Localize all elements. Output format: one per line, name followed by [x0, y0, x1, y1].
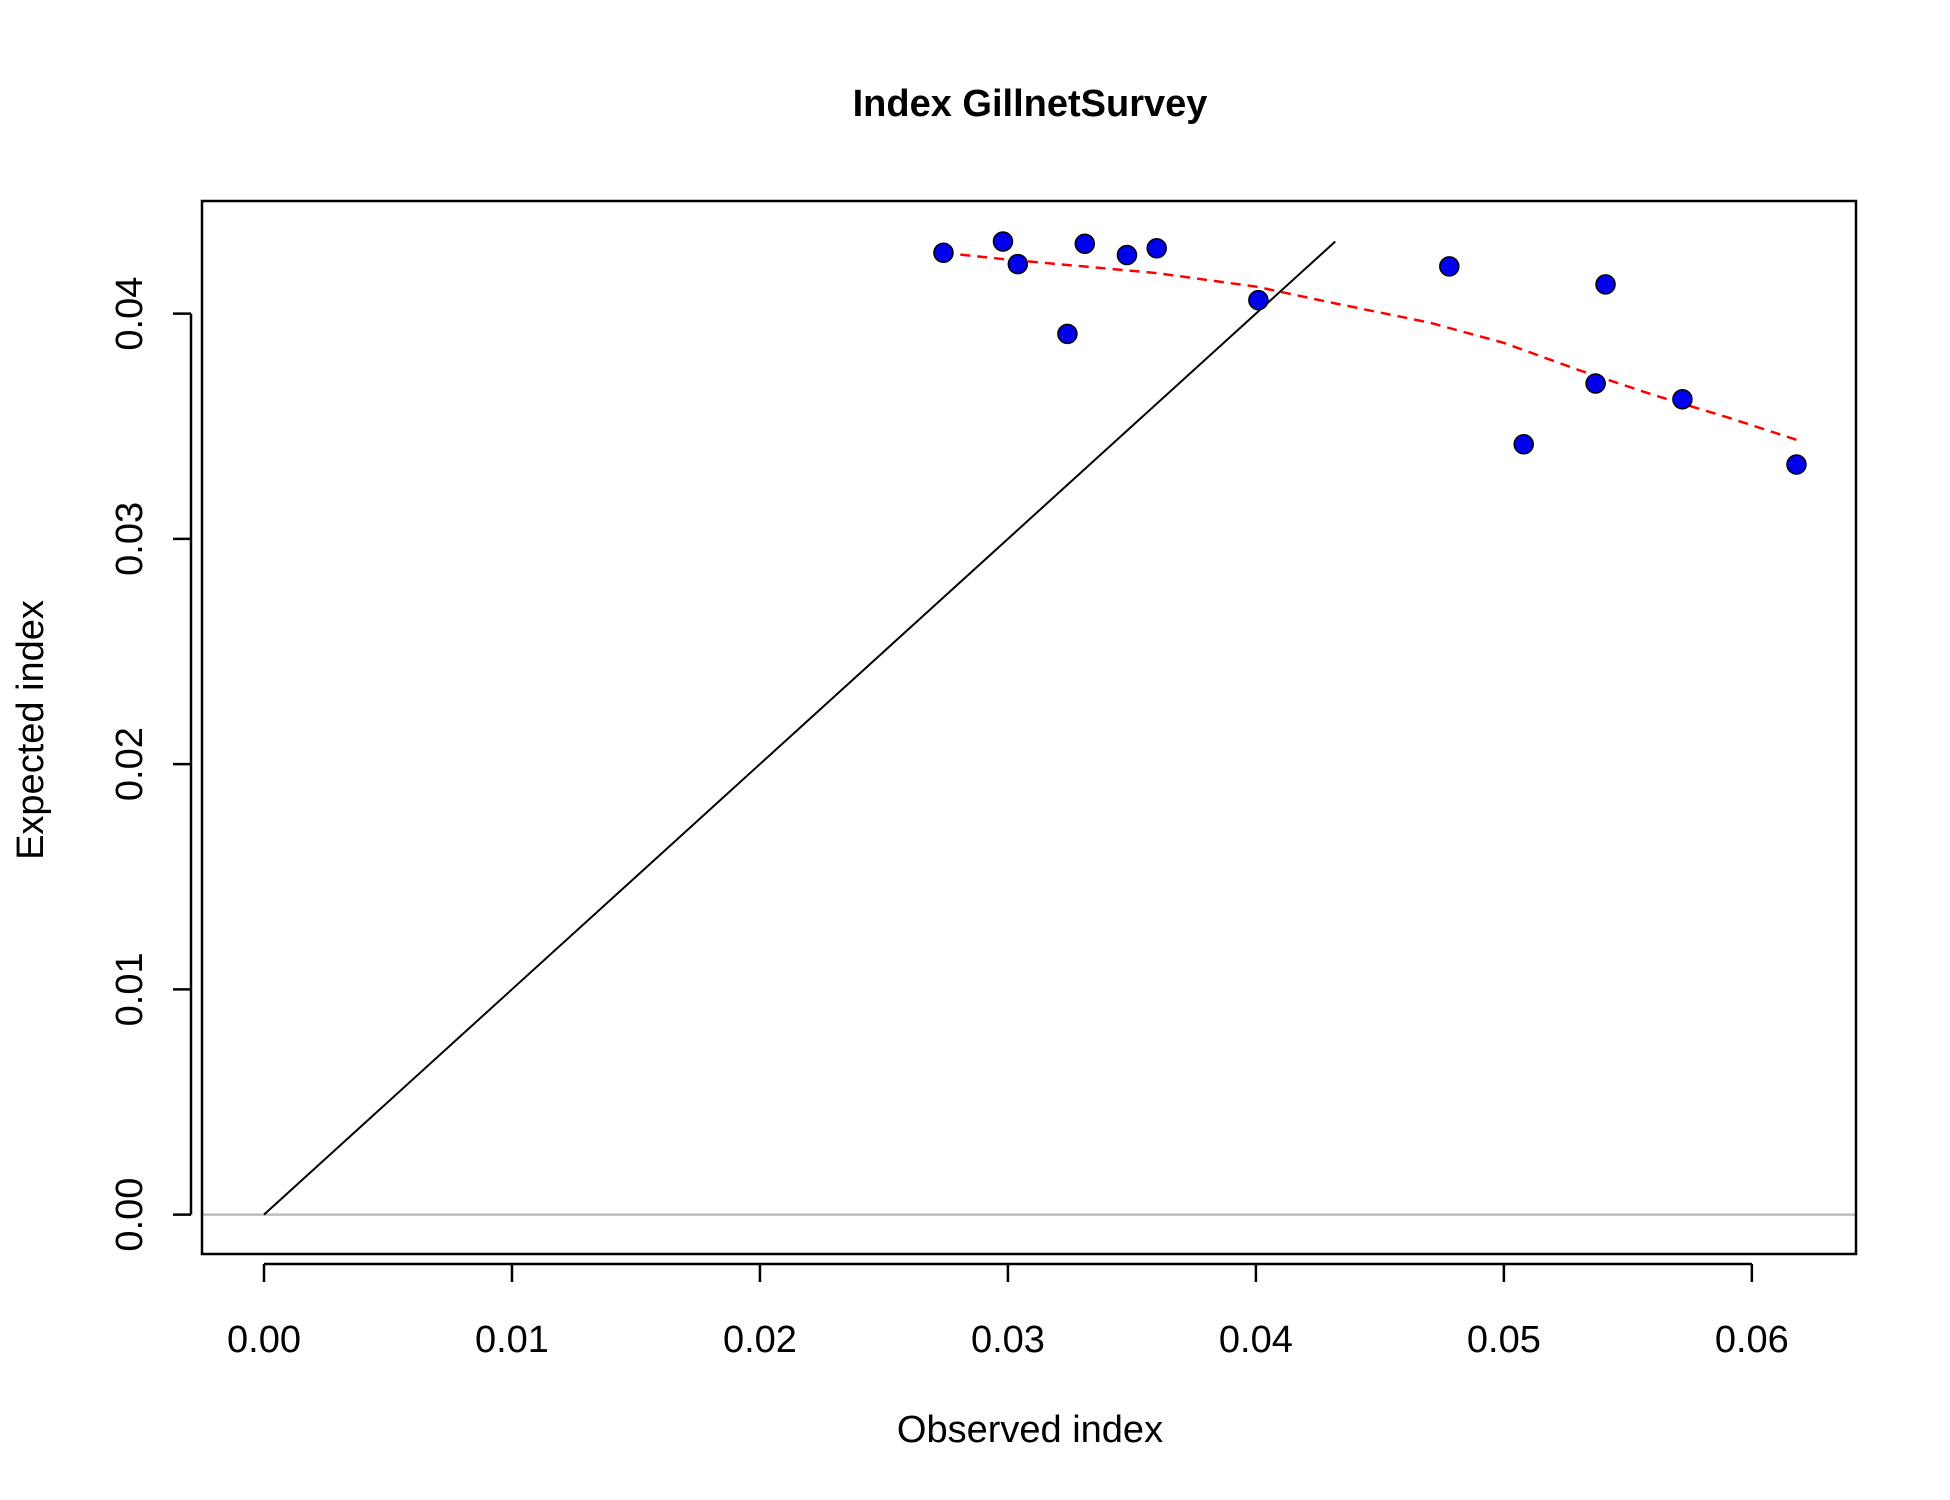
data-point — [1672, 388, 1693, 410]
x-tick-label: 0.02 — [723, 1319, 797, 1361]
data-point — [1074, 233, 1096, 255]
y-tick-label: 0.01 — [109, 952, 151, 1026]
data-point — [1146, 238, 1167, 259]
y-tick-label: 0.02 — [109, 727, 151, 801]
smooth-trend-line — [943, 251, 1797, 441]
data-point — [1116, 244, 1138, 266]
x-tick-label: 0.01 — [475, 1319, 549, 1361]
identity-line — [263, 240, 1336, 1216]
plot-frame — [200, 199, 1858, 1256]
chart-title: Index GillnetSurvey — [853, 83, 1208, 125]
x-tick-label: 0.00 — [227, 1319, 301, 1361]
x-axis-title: Observed index — [897, 1409, 1163, 1451]
y-axis: 0.00 0.01 0.02 0.03 0.04 — [109, 277, 193, 1252]
data-point — [1248, 289, 1269, 311]
data-point — [1786, 454, 1807, 475]
x-tick-label: 0.06 — [1715, 1319, 1789, 1361]
y-tick-label: 0.04 — [109, 277, 151, 351]
y-tick-label: 0.00 — [109, 1178, 151, 1252]
plot-area — [200, 199, 1858, 1256]
data-point — [933, 242, 954, 264]
y-tick-label: 0.03 — [109, 502, 151, 576]
x-tick-label: 0.04 — [1219, 1319, 1293, 1361]
data-point — [1057, 323, 1078, 345]
data-point — [1513, 434, 1534, 455]
x-axis: 0.00 0.01 0.02 0.03 0.04 0.05 0.06 — [227, 1262, 1789, 1361]
x-tick-label: 0.03 — [971, 1319, 1045, 1361]
data-point — [1007, 253, 1029, 275]
data-point — [1439, 256, 1460, 277]
data-point — [1585, 373, 1606, 394]
y-axis-title: Expected index — [10, 600, 52, 860]
data-point — [992, 231, 1014, 252]
data-point — [1595, 274, 1616, 295]
x-tick-label: 0.05 — [1467, 1319, 1541, 1361]
